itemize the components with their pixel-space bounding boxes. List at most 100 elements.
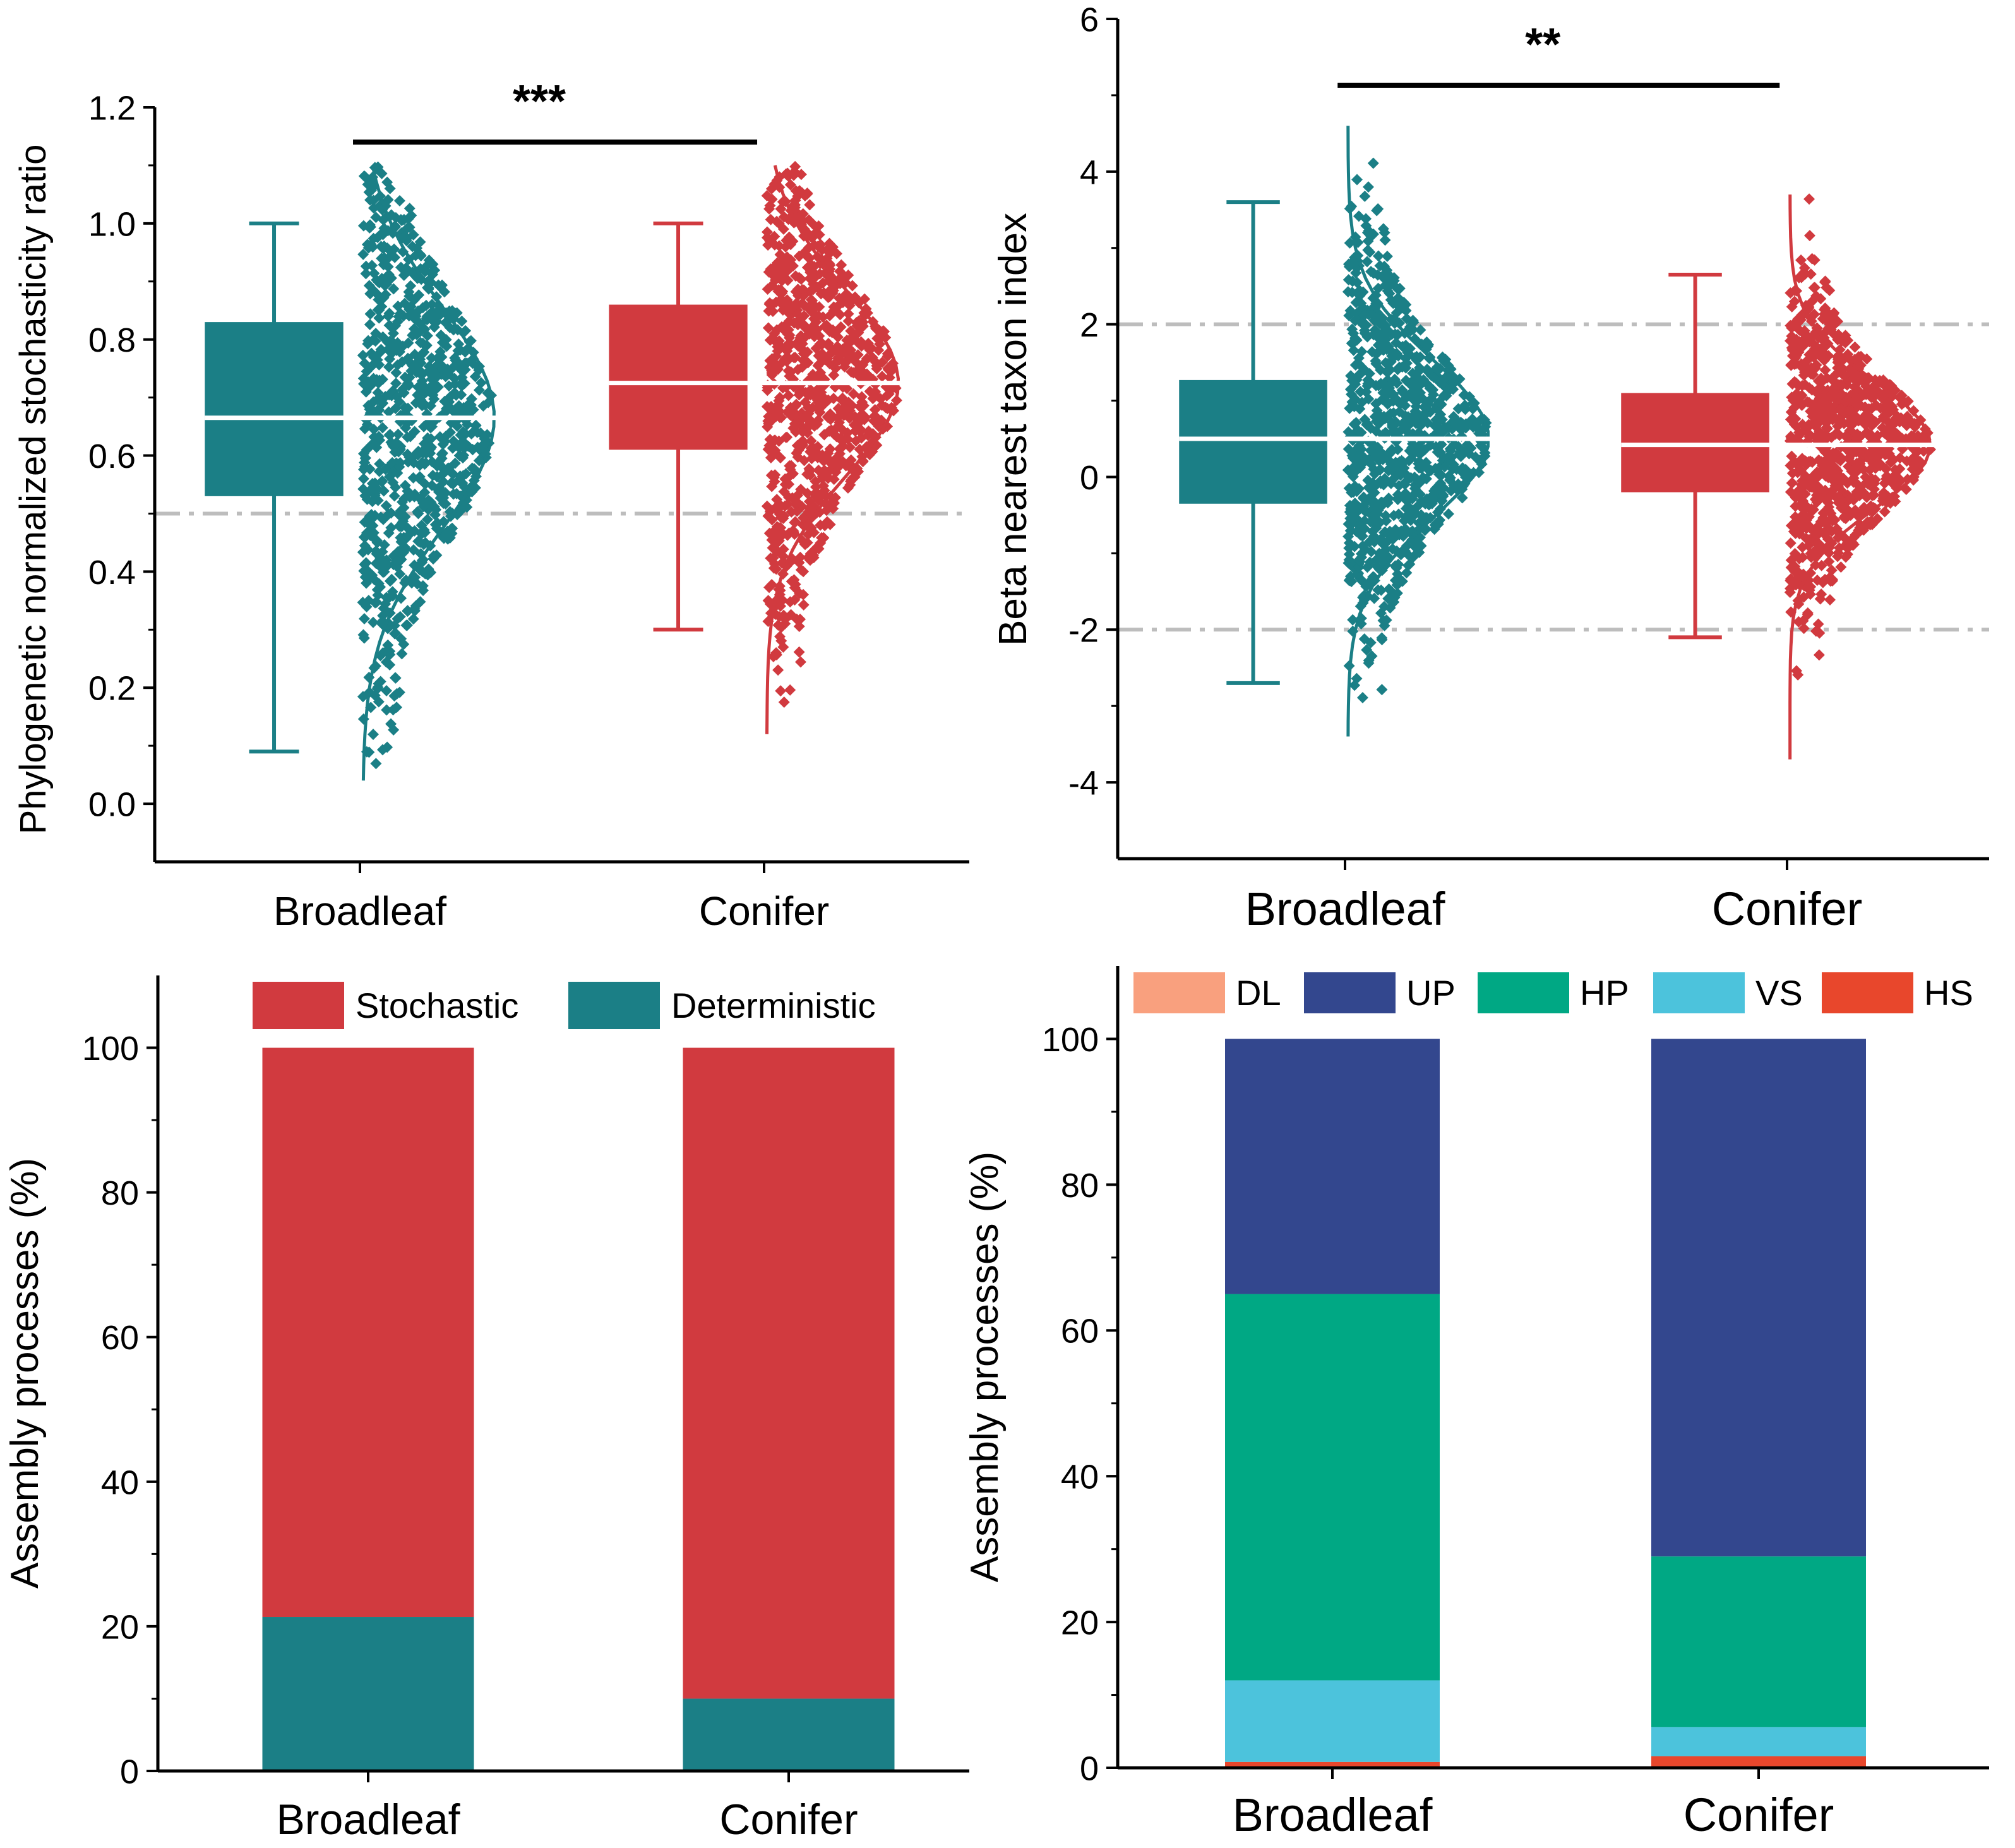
data-point — [1815, 397, 1827, 409]
data-point — [842, 269, 854, 281]
data-point — [380, 500, 392, 512]
data-point — [1375, 584, 1387, 596]
data-point — [392, 545, 404, 557]
data-point — [775, 685, 787, 697]
data-point — [1809, 254, 1821, 266]
data-point — [764, 355, 776, 367]
data-point — [457, 452, 469, 464]
data-point — [1819, 364, 1831, 376]
bar-conifer-vs — [1651, 1727, 1866, 1756]
data-point — [1355, 427, 1367, 439]
data-point — [1810, 625, 1822, 637]
data-point — [1378, 413, 1390, 425]
data-point — [1372, 515, 1384, 527]
data-point — [1821, 282, 1833, 294]
data-point — [1370, 358, 1382, 370]
data-point — [1414, 386, 1426, 398]
data-point — [1799, 361, 1811, 373]
data-point — [366, 259, 378, 271]
data-point — [399, 479, 411, 491]
data-point — [1378, 547, 1390, 559]
data-point — [371, 404, 383, 416]
data-point — [1380, 614, 1392, 626]
data-point — [1361, 561, 1373, 573]
y-tick-label: 60 — [101, 1319, 139, 1357]
data-point — [787, 526, 799, 538]
data-point — [1793, 484, 1805, 496]
data-point — [380, 592, 392, 604]
data-point — [808, 330, 820, 342]
data-point — [829, 492, 841, 504]
data-point — [1846, 465, 1858, 477]
data-point — [384, 429, 396, 441]
data-point — [1908, 405, 1920, 417]
data-point — [1365, 230, 1377, 242]
data-point — [1359, 190, 1371, 202]
data-point — [425, 496, 437, 508]
data-point — [850, 435, 862, 447]
data-point — [388, 490, 400, 502]
data-point — [765, 263, 777, 275]
legend-label-hs: HS — [1924, 973, 1973, 1013]
data-point — [392, 428, 404, 440]
data-point — [845, 366, 857, 378]
data-point — [1360, 386, 1372, 398]
data-point — [777, 285, 789, 297]
data-point — [1392, 444, 1404, 456]
data-point — [1413, 456, 1425, 468]
data-point — [414, 596, 426, 608]
data-point — [1813, 649, 1825, 661]
data-point — [823, 326, 835, 338]
data-point — [1437, 491, 1449, 503]
data-point — [1380, 515, 1392, 527]
data-point — [390, 627, 402, 639]
data-point — [385, 522, 397, 534]
density-curve — [361, 165, 496, 781]
data-point — [404, 304, 416, 316]
data-point — [1414, 448, 1426, 460]
data-point — [1845, 510, 1857, 522]
data-point — [1863, 403, 1875, 415]
data-point — [402, 456, 414, 468]
data-point — [1378, 600, 1390, 612]
bar-broadleaf-hs — [1225, 1762, 1440, 1768]
data-point — [804, 252, 816, 264]
data-point — [361, 419, 373, 431]
box-broadleaf — [205, 322, 344, 496]
data-point — [1383, 365, 1395, 377]
data-point — [794, 385, 806, 397]
data-point — [1785, 537, 1797, 549]
legend-swatch-vs — [1653, 972, 1745, 1013]
data-point — [810, 491, 822, 503]
data-point — [1789, 561, 1801, 573]
data-point — [1834, 455, 1846, 467]
data-point — [847, 472, 859, 484]
data-point — [798, 588, 810, 600]
data-point — [789, 194, 801, 206]
data-point — [1397, 456, 1409, 468]
data-point — [835, 321, 847, 333]
data-point — [771, 494, 783, 506]
data-point — [378, 240, 390, 252]
data-point — [1825, 508, 1837, 520]
data-point — [847, 388, 859, 400]
data-point — [774, 525, 786, 537]
data-point — [388, 283, 400, 295]
data-point — [376, 167, 388, 179]
data-point — [457, 426, 469, 438]
data-point — [1808, 282, 1820, 294]
data-point — [1377, 537, 1389, 549]
data-point — [380, 463, 392, 475]
data-point — [803, 324, 815, 336]
data-point — [393, 509, 405, 521]
y-tick-label: -4 — [1068, 765, 1099, 802]
legend-swatch-hp — [1478, 972, 1569, 1013]
data-point — [446, 403, 458, 415]
data-point — [801, 468, 813, 480]
data-point — [1351, 672, 1363, 684]
data-point — [1358, 501, 1370, 513]
data-point — [1401, 469, 1413, 481]
y-tick-label: 100 — [82, 1030, 139, 1068]
data-point — [868, 415, 880, 427]
data-point — [469, 371, 481, 383]
